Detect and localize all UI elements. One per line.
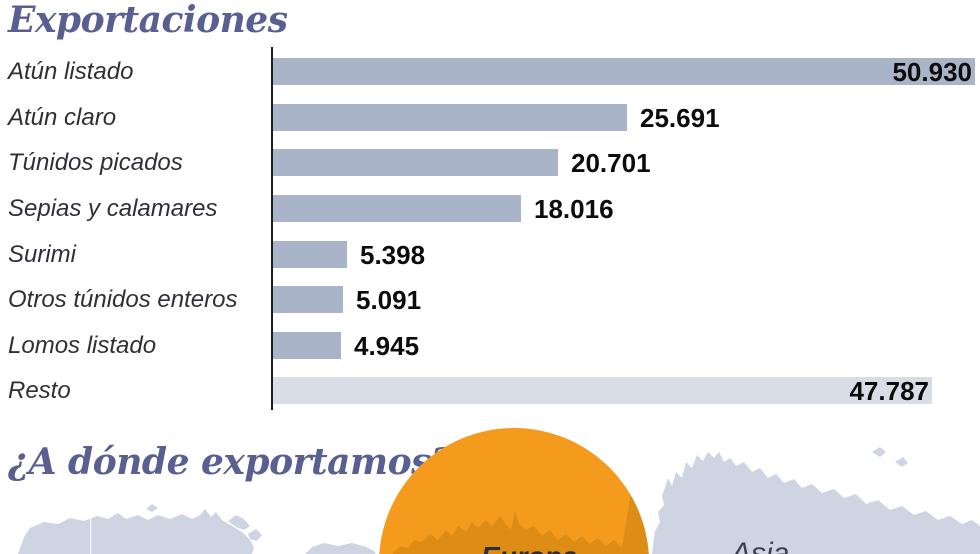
category-label: Atún listado bbox=[8, 58, 134, 85]
value-label: 47.787 bbox=[849, 376, 929, 407]
value-label: 18.016 bbox=[534, 193, 614, 224]
chart-axis-line bbox=[271, 47, 273, 410]
section-title-exportaciones: Exportaciones bbox=[8, 0, 288, 41]
category-label: Surimi bbox=[8, 240, 77, 268]
category-label: Resto bbox=[8, 377, 71, 405]
exports-bar-chart: Atún listado 50.930 Atún claro 25.691 Túnido… bbox=[0, 47, 980, 410]
category-label: Túnidos picados bbox=[8, 149, 183, 177]
bar-row: Atún claro 25.691 bbox=[0, 102, 980, 133]
europe-highlight-circle bbox=[379, 428, 649, 554]
category-label: Otros túnidos enteros bbox=[8, 286, 238, 314]
graticule-line bbox=[90, 514, 92, 554]
bar bbox=[273, 240, 347, 268]
bar: 50.930 bbox=[273, 57, 975, 87]
bar bbox=[273, 194, 521, 222]
value-label: 25.691 bbox=[640, 102, 720, 133]
bar: 47.787 bbox=[273, 376, 932, 407]
bar bbox=[273, 331, 341, 359]
category-label: Lomos listado bbox=[8, 331, 157, 359]
value-label: 5.091 bbox=[356, 285, 422, 316]
bar-row: Otros túnidos enteros 5.091 bbox=[0, 285, 980, 316]
europe-landmass bbox=[392, 486, 649, 554]
arctic-islands bbox=[146, 504, 262, 541]
greenland-landmass bbox=[305, 543, 376, 554]
world-map bbox=[18, 428, 980, 554]
graticule-line bbox=[277, 520, 279, 554]
asia-islets bbox=[872, 447, 908, 467]
bar bbox=[273, 103, 627, 131]
bar-row: Túnidos picados 20.701 bbox=[0, 148, 980, 179]
value-label: 50.930 bbox=[892, 57, 972, 87]
value-label: 5.398 bbox=[360, 239, 426, 270]
asia-region-label: Asia bbox=[731, 537, 790, 554]
section-title-donde-exportamos: ¿A dónde exportamos? bbox=[8, 441, 452, 483]
value-label: 20.701 bbox=[571, 148, 651, 179]
europa-region-label: Europa bbox=[481, 541, 577, 554]
bar-row: Sepias y calamares 18.016 bbox=[0, 193, 980, 224]
bar-row: Lomos listado 4.945 bbox=[0, 330, 980, 361]
bar bbox=[273, 286, 343, 314]
value-label: 4.945 bbox=[354, 330, 420, 361]
north-america-landmass bbox=[18, 509, 254, 554]
category-label: Atún claro bbox=[8, 103, 117, 131]
bar-row: Atún listado 50.930 bbox=[0, 57, 980, 87]
bar-row: Surimi 5.398 bbox=[0, 239, 980, 270]
category-label: Sepias y calamares bbox=[8, 194, 218, 222]
bar-row: Resto 47.787 bbox=[0, 376, 980, 407]
bar bbox=[273, 149, 558, 177]
asia-landmass bbox=[652, 452, 980, 554]
